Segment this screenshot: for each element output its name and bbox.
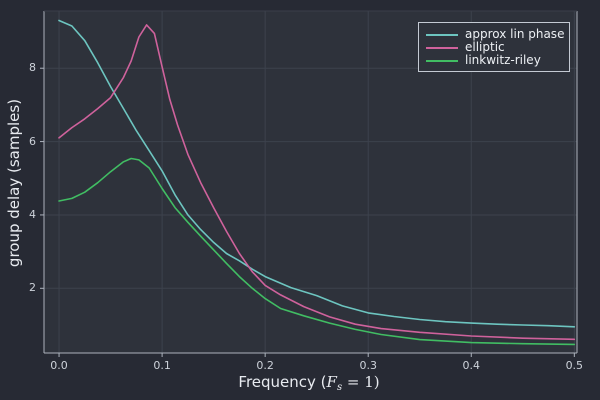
legend-label: elliptic bbox=[465, 40, 505, 54]
y-axis-label: group delay (samples) bbox=[5, 98, 23, 268]
legend-label: linkwitz-riley bbox=[465, 53, 541, 67]
x-tick-label: 0.3 bbox=[359, 359, 377, 372]
x-tick-label: 0.4 bbox=[462, 359, 481, 372]
x-axis-label: Frequency (Fs = 1) bbox=[238, 373, 379, 393]
series-line-approx-lin-phase bbox=[58, 19, 576, 328]
legend-swatch bbox=[426, 33, 458, 36]
legend-swatch bbox=[426, 59, 458, 62]
y-tick-label: 4 bbox=[29, 207, 36, 221]
x-tick-label: 0.0 bbox=[50, 359, 68, 372]
y-tick-label: 6 bbox=[29, 134, 36, 148]
legend-label: approx lin phase bbox=[465, 27, 565, 41]
series-line-linkwitz-riley bbox=[58, 157, 576, 346]
legend-item-linkwitz-riley: linkwitz-riley bbox=[426, 54, 560, 67]
y-tick-label: 2 bbox=[29, 281, 36, 295]
x-tick-label: 0.1 bbox=[153, 359, 171, 372]
x-axis-label-text: Frequency ( bbox=[238, 373, 327, 391]
legend-item-approx-lin-phase: approx lin phase bbox=[426, 28, 564, 41]
x-tick-label: 0.5 bbox=[565, 359, 584, 372]
x-axis-label-suffix: = 1) bbox=[342, 373, 380, 391]
x-axis-label-sub: s bbox=[336, 382, 343, 393]
legend-swatch bbox=[426, 46, 458, 49]
x-axis-label-var: F bbox=[326, 373, 337, 391]
legend-item-elliptic: elliptic bbox=[426, 41, 560, 54]
x-tick-label: 0.2 bbox=[256, 359, 274, 372]
legend: approx lin phase elliptic linkwitz-riley bbox=[418, 22, 570, 72]
y-tick-label: 8 bbox=[29, 61, 36, 75]
series-line-elliptic bbox=[58, 24, 576, 341]
